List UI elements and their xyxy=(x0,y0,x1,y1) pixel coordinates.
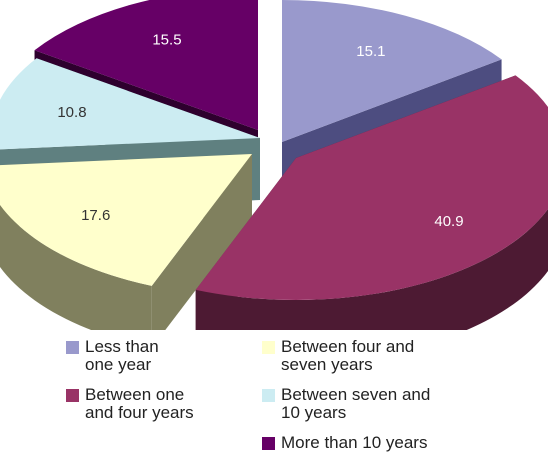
legend-label: Between four and seven years xyxy=(281,337,415,374)
legend-label: More than 10 years xyxy=(281,433,428,452)
slice-top xyxy=(195,75,548,300)
pie-slice: 17.6 xyxy=(0,154,252,330)
slice-top xyxy=(282,0,502,142)
slice-value-label: 10.8 xyxy=(57,104,86,121)
legend-item-between-seven-and-10-years: Between seven and 10 years xyxy=(262,386,430,422)
slice-outer-wall xyxy=(0,204,152,330)
legend-swatch xyxy=(66,389,79,402)
legend-swatch xyxy=(262,437,275,450)
legend-label: Less than one year xyxy=(85,337,159,374)
slice-top xyxy=(0,154,252,286)
pie-chart: 15.1 15.5 10.8 17.6 40.9 xyxy=(0,0,548,330)
slice-top xyxy=(0,58,260,150)
legend-item-between-four-and-seven-years: Between four and seven years xyxy=(262,338,414,374)
legend-item-between-one-and-four-years: Between one and four years xyxy=(66,386,194,422)
legend-item-more-than-10-years: More than 10 years xyxy=(262,434,427,452)
pie-slice: 10.8 xyxy=(0,58,260,212)
slice-value-label: 15.5 xyxy=(152,32,181,49)
legend-label: Between seven and 10 years xyxy=(281,385,431,422)
legend-swatch xyxy=(262,341,275,354)
pie-slice: 40.9 xyxy=(195,75,548,330)
slice-value-label: 17.6 xyxy=(81,207,110,224)
legend-label: Between one and four years xyxy=(85,385,194,422)
slice-top xyxy=(34,0,258,130)
slice-value-label: 40.9 xyxy=(434,213,463,230)
legend-swatch xyxy=(262,389,275,402)
legend-item-less-than-one-year: Less than one year xyxy=(66,338,159,374)
slice-outer-wall xyxy=(195,208,548,330)
legend-swatch xyxy=(66,341,79,354)
slice-value-label: 15.1 xyxy=(356,43,385,60)
